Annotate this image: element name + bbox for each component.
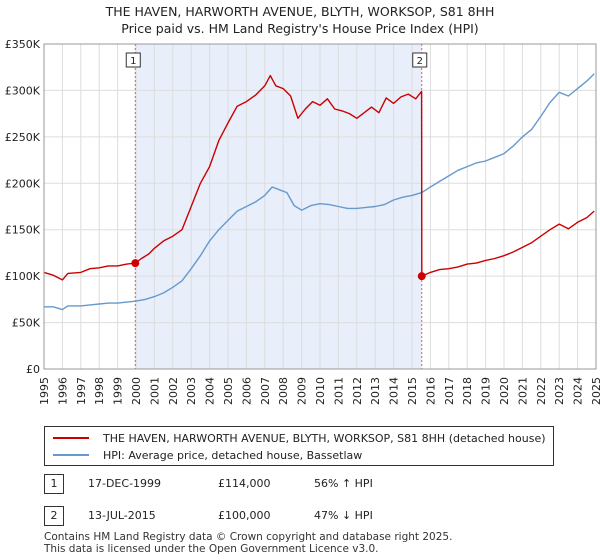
footer-license: This data is licensed under the Open Gov… [44,543,379,555]
sale-price: £100,000 [218,509,271,522]
x-tick-label: 2017 [443,377,456,405]
annotation-box [412,52,428,68]
series-line-hpi [44,73,595,311]
y-tick-label: £250K [5,131,41,144]
x-tick-label: 2002 [167,377,180,405]
x-tick-label: 1996 [56,377,69,405]
x-tick-label: 2007 [259,377,272,405]
x-tick-label: 2014 [388,377,401,405]
y-tick-label: £150K [5,224,41,237]
x-tick-label: 2005 [222,377,235,405]
sale-badge: 1 [44,474,64,494]
price-chart: 1 2 £0 £50K £100K £150K £200K £250K £300K £350K 19… [5,38,600,405]
x-tick-label: 2020 [498,377,511,405]
sale-hpi-change: 47% ↓ HPI [314,509,373,522]
footer-copyright: Contains HM Land Registry data © Crown c… [44,531,453,543]
sale-point [417,272,426,281]
x-tick-label: 2018 [461,377,474,405]
x-tick-label: 2001 [148,377,161,405]
sale-price: £114,000 [218,477,271,490]
sale-point [131,259,140,268]
x-tick-label: 2003 [185,377,198,405]
x-tick-label: 2004 [204,377,217,405]
x-tick-label: 1999 [112,377,125,405]
y-tick-label: £0 [26,363,40,376]
y-tick-label: £50K [12,317,41,330]
x-tick-label: 1998 [93,377,106,405]
legend-line-hpi [53,454,89,456]
x-tick-label: 2012 [351,377,364,405]
sale-date: 13-JUL-2015 [88,509,156,522]
x-tick-label: 2011 [332,377,345,405]
x-tick-label: 2022 [535,377,548,405]
sale-badge: 2 [44,506,64,526]
legend-label-hpi: HPI: Average price, detached house, Bass… [103,448,363,462]
chart-legend: THE HAVEN, HARWORTH AVENUE, BLYTH, WORKS… [44,426,554,466]
x-tick-label: 2008 [277,377,290,405]
x-tick-label: 2006 [240,377,253,405]
ownership-period-shading [135,44,422,369]
legend-item-property: THE HAVEN, HARWORTH AVENUE, BLYTH, WORKS… [53,430,546,446]
y-tick-label: £350K [5,38,41,51]
sale-row-2: 2 13-JUL-2015 £100,000 47% ↓ HPI [44,506,564,526]
chart-title: THE HAVEN, HARWORTH AVENUE, BLYTH, WORKS… [105,4,495,19]
y-tick-label: £300K [5,84,41,97]
x-tick-label: 2016 [424,377,437,405]
x-tick-label: 1997 [75,377,88,405]
annotation-box [125,52,141,68]
x-tick-label: 2009 [296,377,309,405]
plot-frame [43,43,597,370]
legend-label-property: THE HAVEN, HARWORTH AVENUE, BLYTH, WORKS… [103,431,546,445]
x-tick-label: 2013 [369,377,382,405]
annotation-label: 2 [417,56,423,67]
legend-item-hpi: HPI: Average price, detached house, Bass… [53,447,362,463]
x-tick-label: 2010 [314,377,327,405]
x-tick-label: 2021 [516,377,529,405]
legend-line-property [53,437,89,439]
series-line-property [43,74,595,281]
x-tick-label: 2025 [590,377,600,405]
x-tick-label: 2000 [130,377,143,405]
annotation-label: 1 [130,56,136,67]
x-tick-label: 2024 [572,377,585,405]
x-tick-label: 2023 [553,377,566,405]
x-tick-label: 1995 [38,377,51,405]
sale-row-1: 1 17-DEC-1999 £114,000 56% ↑ HPI [44,474,564,494]
sale-hpi-change: 56% ↑ HPI [314,477,373,490]
chart-subtitle: Price paid vs. HM Land Registry's House … [121,21,479,36]
sale-date: 17-DEC-1999 [88,477,162,490]
y-tick-label: £100K [5,270,41,283]
y-tick-label: £200K [5,177,41,190]
x-tick-label: 2015 [406,377,419,405]
x-tick-label: 2019 [480,377,493,405]
